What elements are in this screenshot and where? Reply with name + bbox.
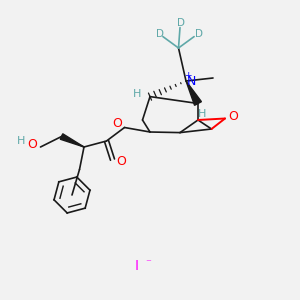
Text: H: H [133,88,142,99]
Text: ⁻: ⁻ [145,258,151,268]
Text: O: O [27,138,37,151]
Text: D: D [177,18,184,28]
Polygon shape [60,134,84,147]
Polygon shape [186,81,201,105]
Text: D: D [156,28,164,39]
Text: O: O [116,154,126,168]
Text: N: N [187,75,196,88]
Text: +: + [184,71,191,80]
Text: O: O [112,117,122,130]
Text: D: D [195,28,203,39]
Text: H: H [198,109,207,119]
Text: O: O [229,110,238,123]
Text: I: I [134,259,139,272]
Text: H: H [17,136,25,146]
